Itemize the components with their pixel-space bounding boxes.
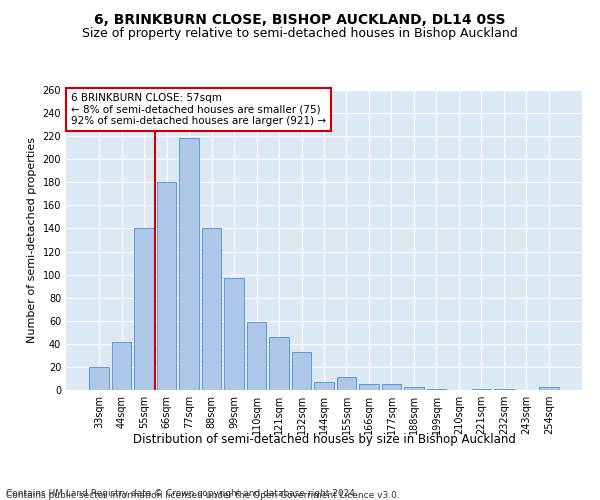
Text: Size of property relative to semi-detached houses in Bishop Auckland: Size of property relative to semi-detach…	[82, 28, 518, 40]
Bar	[314, 382, 334, 390]
Bar	[269, 337, 289, 390]
Text: Distribution of semi-detached houses by size in Bishop Auckland: Distribution of semi-detached houses by …	[133, 432, 515, 446]
Bar	[539, 386, 559, 390]
Bar	[247, 322, 266, 390]
Text: 6, BRINKBURN CLOSE, BISHOP AUCKLAND, DL14 0SS: 6, BRINKBURN CLOSE, BISHOP AUCKLAND, DL1…	[94, 12, 506, 26]
Bar	[134, 228, 154, 390]
Bar	[472, 389, 491, 390]
Text: Contains public sector information licensed under the Open Government Licence v3: Contains public sector information licen…	[6, 491, 400, 500]
Bar	[427, 389, 446, 390]
Text: Contains HM Land Registry data © Crown copyright and database right 2024.: Contains HM Land Registry data © Crown c…	[6, 488, 358, 498]
Text: 6 BRINKBURN CLOSE: 57sqm
← 8% of semi-detached houses are smaller (75)
92% of se: 6 BRINKBURN CLOSE: 57sqm ← 8% of semi-de…	[71, 93, 326, 126]
Bar	[112, 342, 131, 390]
Bar	[179, 138, 199, 390]
Bar	[359, 384, 379, 390]
Bar	[89, 367, 109, 390]
Bar	[202, 228, 221, 390]
Bar	[494, 389, 514, 390]
Bar	[157, 182, 176, 390]
Bar	[404, 386, 424, 390]
Bar	[382, 384, 401, 390]
Bar	[224, 278, 244, 390]
Bar	[292, 352, 311, 390]
Bar	[337, 378, 356, 390]
Y-axis label: Number of semi-detached properties: Number of semi-detached properties	[27, 137, 37, 343]
